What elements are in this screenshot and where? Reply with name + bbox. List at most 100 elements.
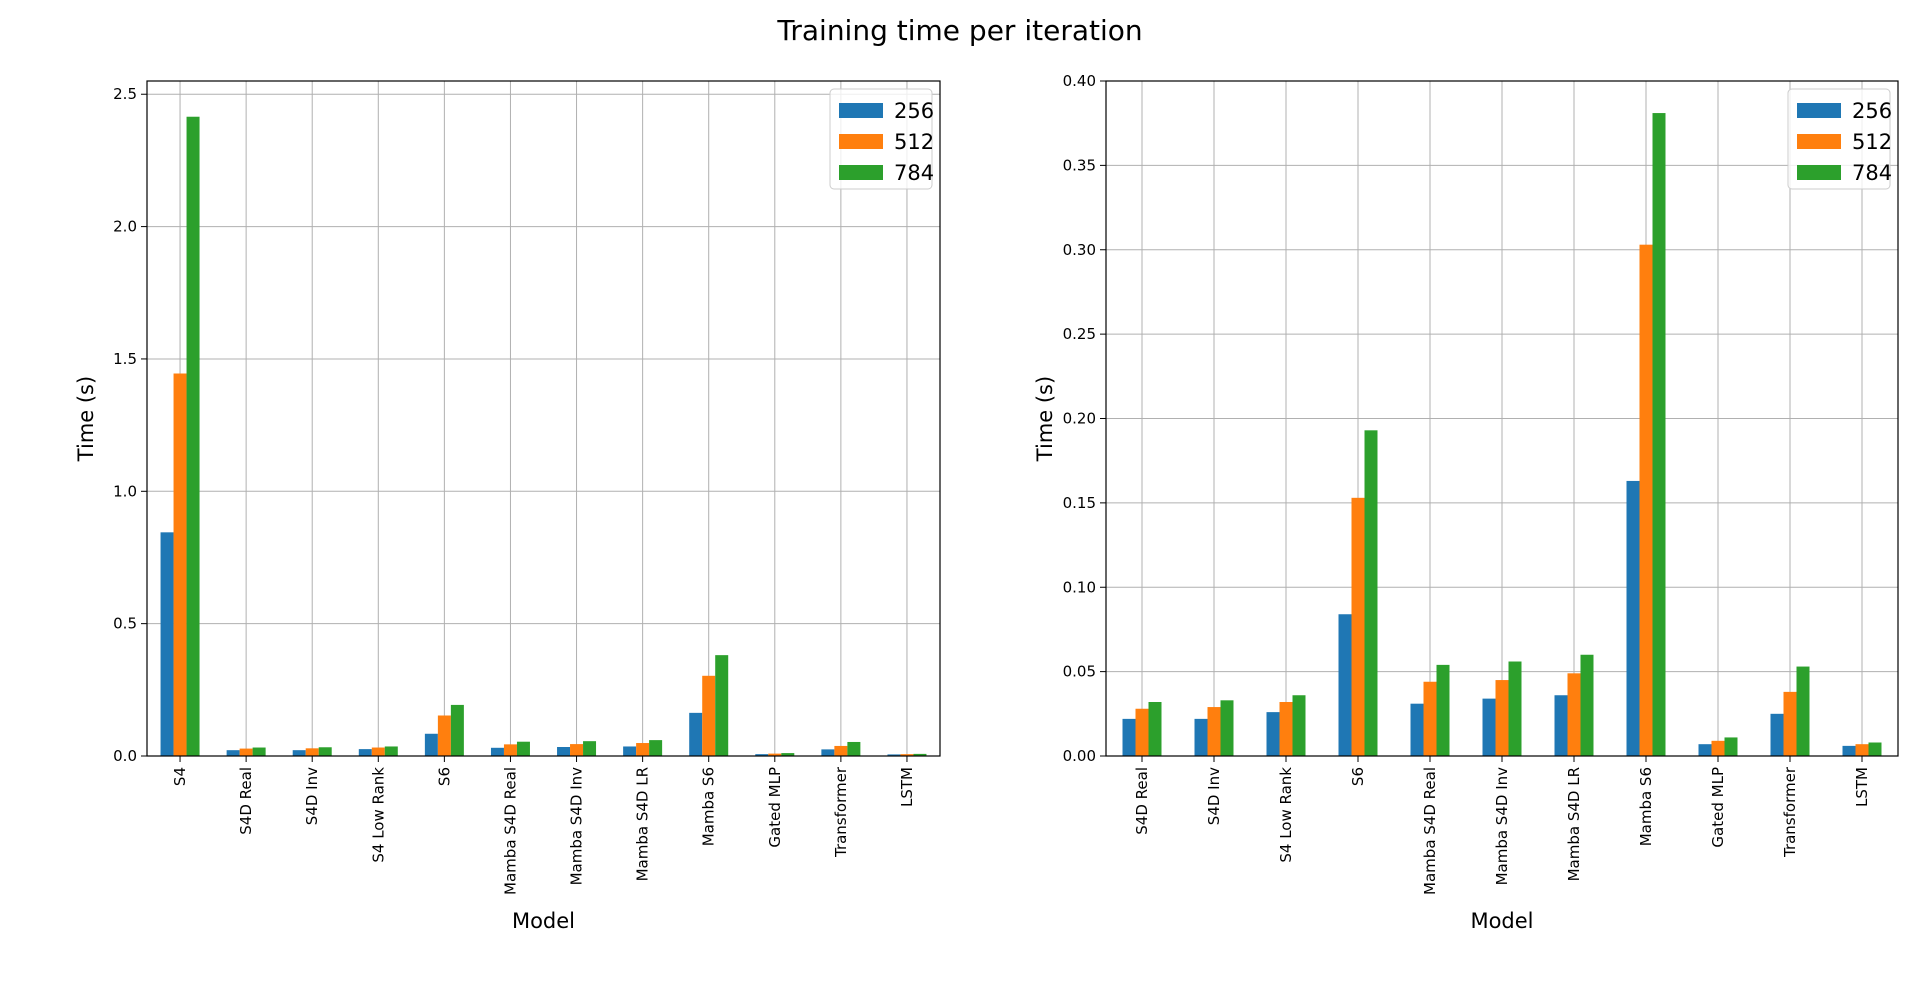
x-tick-label: Mamba S4D Real — [1421, 767, 1439, 895]
x-tick-label: Transformer — [832, 766, 850, 858]
bar-256-mamba-s6 — [1626, 480, 1640, 756]
bar-784-s6 — [450, 704, 464, 756]
x-tick-label: Mamba S6 — [700, 767, 718, 846]
x-tick-label: Mamba S4D Inv — [1493, 767, 1511, 886]
bar-256-s4d-real — [1122, 718, 1136, 756]
bar-784-s4d-real — [252, 747, 266, 756]
right-chart-panel: 0.00 0.05 0.10 0.15 0.20 0.25 0.30 0.35 0.40 S4D … — [1033, 72, 1899, 933]
bar-784-mamba-s4d-inv — [1508, 661, 1522, 756]
bar-256-mamba-s4d-real — [490, 747, 504, 756]
legend-label-512: 512 — [894, 130, 934, 154]
bar-256-s6 — [424, 733, 438, 756]
y-tick-label: 0.00 — [1063, 747, 1096, 765]
grid-lines — [147, 81, 940, 757]
bar-784-mamba-s6 — [1652, 113, 1666, 756]
x-tick-label: S4 Low Rank — [369, 767, 387, 863]
bar-256-s4-low-rank — [358, 749, 372, 756]
y-tick-label: 1.5 — [113, 350, 137, 368]
legend-label-784: 784 — [1852, 161, 1892, 185]
legend-swatch-784 — [1797, 165, 1841, 180]
bar-256-mamba-s4d-lr — [623, 746, 637, 756]
x-tick-label: S4D Inv — [1205, 767, 1223, 825]
bar-512-mamba-s6 — [702, 675, 716, 756]
bar-784-mamba-s4d-lr — [649, 740, 663, 756]
bar-512-s4d-inv — [1207, 707, 1221, 756]
bar-512-s4-low-rank — [371, 747, 385, 756]
y-axis-label: Time (s) — [74, 376, 98, 462]
bar-256-gated-mlp — [1698, 744, 1712, 756]
bar-256-mamba-s4d-lr — [1554, 695, 1568, 756]
bar-784-lstm — [1868, 742, 1882, 756]
bar-512-s4-low-rank — [1279, 702, 1293, 756]
bar-256-s4d-inv — [1194, 718, 1208, 756]
bar-784-mamba-s4d-real — [516, 741, 530, 756]
y-tick-label: 0.15 — [1063, 494, 1096, 512]
bar-512-mamba-s4d-lr — [1567, 673, 1581, 756]
bar-256-mamba-s4d-inv — [557, 747, 571, 756]
y-tick-label: 0.5 — [113, 615, 137, 633]
bar-784-mamba-s4d-lr — [1580, 654, 1594, 756]
y-tick-label: 0.30 — [1063, 241, 1096, 259]
bar-784-s4d-inv — [318, 747, 332, 756]
x-tick-label: Mamba S4D Inv — [568, 767, 586, 886]
x-tick-label: Gated MLP — [766, 767, 784, 848]
legend-label-256: 256 — [894, 99, 934, 123]
bar-512-s6 — [437, 715, 451, 756]
y-tick-label: 0.10 — [1063, 578, 1096, 596]
bar-784-mamba-s4d-inv — [583, 741, 597, 756]
bar-512-s4d-real — [1135, 708, 1149, 756]
x-tick-label: S4 — [171, 767, 189, 786]
bar-784-s6 — [1364, 430, 1378, 756]
bar-256-mamba-s6 — [689, 712, 703, 756]
legend-swatch-512 — [839, 134, 883, 149]
x-tick-label: S4D Inv — [303, 767, 321, 825]
bar-784-gated-mlp — [781, 753, 795, 756]
y-tick-label: 2.5 — [113, 85, 137, 103]
legend-label-784: 784 — [894, 161, 934, 185]
x-tick-label: Mamba S4D LR — [634, 767, 652, 881]
bar-512-lstm — [900, 754, 914, 756]
x-tick-label: S4 Low Rank — [1277, 767, 1295, 863]
y-tick-label: 0.0 — [113, 747, 137, 765]
bar-784-s4d-real — [1148, 702, 1162, 756]
x-tick-label: S4D Real — [237, 767, 255, 835]
y-tick-label: 0.40 — [1063, 72, 1096, 90]
legend-label-256: 256 — [1852, 99, 1892, 123]
bar-784-s4d-inv — [1220, 700, 1234, 756]
x-tick-label: S6 — [1349, 767, 1367, 786]
bar-256-lstm — [1842, 745, 1856, 756]
y-tick-label: 1.0 — [113, 482, 137, 500]
bar-256-mamba-s4d-real — [1410, 703, 1424, 756]
bar-512-s6 — [1351, 497, 1365, 756]
grid-lines — [1106, 80, 1898, 757]
bar-256-s4-low-rank — [1266, 712, 1280, 756]
bar-512-mamba-s4d-inv — [1495, 680, 1509, 756]
bar-512-mamba-s4d-real — [1423, 681, 1437, 756]
bar-512-gated-mlp — [1711, 740, 1725, 756]
bar-512-lstm — [1855, 744, 1869, 756]
y-axis-label: Time (s) — [1033, 376, 1057, 462]
x-tick-label: S6 — [435, 767, 453, 786]
bar-256-mamba-s4d-inv — [1482, 698, 1496, 756]
y-tick-label: 0.05 — [1063, 663, 1096, 681]
bar-784-transformer — [1796, 666, 1810, 756]
legend-swatch-784 — [839, 165, 883, 180]
bar-512-gated-mlp — [768, 753, 782, 756]
y-tick-label: 0.20 — [1063, 410, 1096, 428]
x-tick-label: LSTM — [898, 767, 916, 807]
y-tick-label: 0.25 — [1063, 325, 1096, 343]
x-tick-label: Mamba S6 — [1637, 767, 1655, 846]
legend-swatch-256 — [1797, 103, 1841, 118]
x-tick-label: LSTM — [1853, 767, 1871, 807]
bar-512-s4d-inv — [305, 748, 319, 756]
bar-512-mamba-s4d-real — [503, 744, 517, 756]
bar-256-transformer — [1770, 713, 1784, 756]
bar-512-transformer — [1783, 691, 1797, 756]
legend-swatch-512 — [1797, 134, 1841, 149]
bar-784-s4-low-rank — [384, 746, 398, 756]
x-tick-label: Mamba S4D Real — [501, 767, 519, 895]
left-chart-panel: 0.0 0.5 1.0 1.5 2.0 2.5 S4 S4D Real S4D Inv S4 Lo… — [74, 80, 941, 933]
bar-256-s4 — [160, 532, 174, 756]
bar-784-gated-mlp — [1724, 737, 1738, 756]
